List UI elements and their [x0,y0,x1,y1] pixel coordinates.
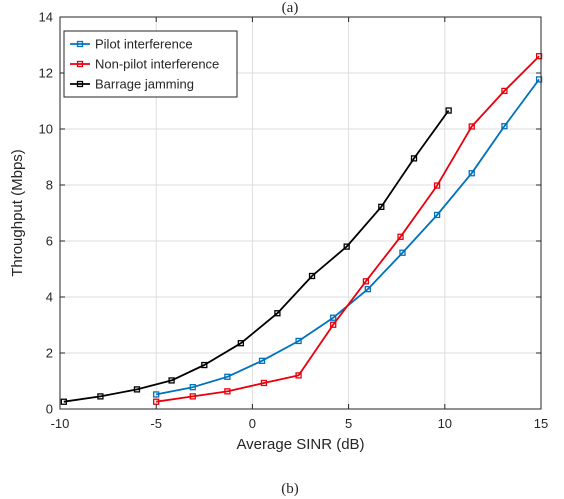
y-axis-label: Throughput (Mbps) [9,149,26,277]
x-tick-label: 5 [345,416,352,431]
data-point [330,321,337,328]
legend-label: Non-pilot interference [95,57,219,72]
bottom-caption: (b) [281,481,299,497]
data-point [153,391,160,398]
data-point [501,123,508,130]
x-tick-label: 10 [438,416,452,431]
y-tick-label: 12 [39,66,53,81]
data-point [501,87,508,95]
data-point [224,373,231,380]
y-tick-label: 2 [46,346,53,361]
series-line [63,109,450,403]
data-point [364,286,371,293]
data-point [201,361,208,369]
series-layer [60,53,543,405]
data-point [362,278,370,285]
data-point [308,272,316,280]
data-point [397,233,404,240]
data-point [133,386,141,393]
data-point [433,211,441,219]
series-2 [153,53,543,405]
data-point [399,249,406,256]
x-tick-label: -10 [51,416,70,431]
data-point [433,182,441,189]
data-point [60,398,67,405]
y-tick-label: 8 [46,178,53,193]
legend-marker [76,80,84,88]
y-tick-label: 0 [46,402,53,417]
y-tick-label: 6 [46,234,53,249]
data-point [535,53,543,60]
series-line [156,78,540,396]
legend-box [63,30,238,98]
data-point [378,203,385,210]
legend-marker [76,40,84,48]
series-1 [153,76,543,398]
y-tick-label: 10 [39,122,53,137]
data-point [535,76,543,83]
data-point [330,314,337,321]
data-point [274,310,281,317]
legend-marker [76,60,84,68]
data-point [97,393,104,400]
legend-label: Barrage jamming [95,77,194,92]
data-point [260,379,268,387]
x-axis-label: Average SINR (dB) [236,436,364,453]
data-point [224,388,231,395]
data-point [168,377,175,384]
legend: Pilot interference Non-pilot interference… [63,30,238,98]
plot-frame [59,16,542,410]
y-tick-label: 14 [39,10,53,25]
tick-labels: -10 -5 0 5 10 15 0 2 4 6 8 10 12 14 [39,10,549,432]
legend-label: Pilot interference [95,37,193,52]
data-point [189,384,196,391]
series-line [156,55,540,403]
data-point [468,123,475,130]
data-point [343,243,350,250]
x-tick-label: 0 [249,416,256,431]
x-tick-label: -5 [150,416,162,431]
data-point [237,340,245,347]
data-point [189,393,196,400]
series-3 [60,107,452,405]
data-point [468,170,475,177]
data-point [445,107,452,114]
top-caption: (a) [282,0,299,16]
data-point [295,372,302,379]
x-tick-label: 15 [534,416,548,431]
data-point [410,155,418,162]
data-point [295,337,302,345]
data-point [258,357,266,364]
y-tick-label: 4 [46,290,53,305]
